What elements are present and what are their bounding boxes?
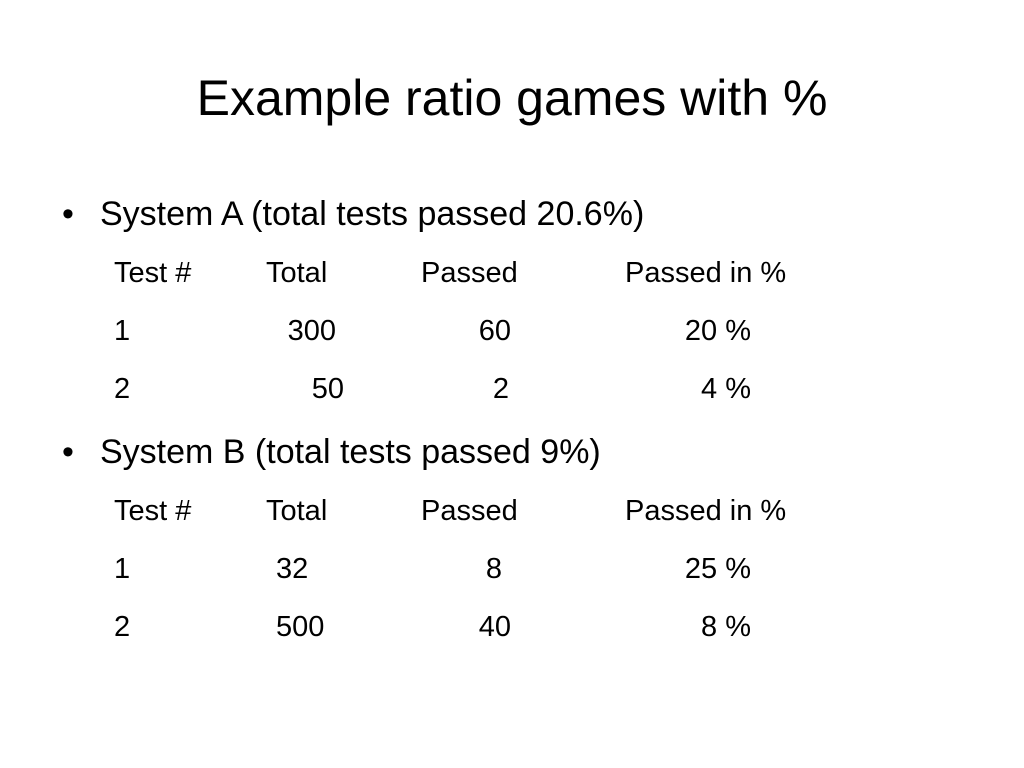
header-passed-percent: Passed in %: [625, 257, 787, 289]
cell-total: 300: [287, 315, 336, 347]
cell-total: 50: [311, 373, 344, 405]
bullet-icon: •: [62, 433, 74, 471]
header-passed: Passed: [421, 495, 518, 527]
header-passed-percent: Passed in %: [625, 495, 787, 527]
header-passed: Passed: [421, 257, 518, 289]
system-a-heading: System A (total tests passed 20.6%): [100, 195, 645, 233]
cell-passed-percent: 25 %: [684, 553, 751, 585]
header-test-number: Test #: [114, 257, 192, 289]
cell-total: 500: [276, 611, 325, 643]
cell-passed-percent: 8 %: [701, 611, 751, 643]
system-b-heading: System B (total tests passed 9%): [100, 433, 601, 471]
header-total: Total: [266, 495, 328, 527]
cell-passed-percent: 4 %: [701, 373, 751, 405]
cell-test-number: 1: [114, 315, 131, 347]
header-test-number: Test #: [114, 495, 192, 527]
cell-passed: 2: [492, 373, 509, 405]
header-total: Total: [266, 257, 328, 289]
slide-title: Example ratio games with %: [196, 70, 828, 126]
bullet-icon: •: [62, 195, 74, 233]
cell-passed: 60: [478, 315, 511, 347]
cell-passed: 40: [478, 611, 511, 643]
cell-test-number: 2: [114, 373, 131, 405]
cell-passed: 8: [485, 553, 502, 585]
cell-test-number: 1: [114, 553, 131, 585]
cell-passed-percent: 20 %: [684, 315, 751, 347]
cell-total: 32: [276, 553, 309, 585]
cell-test-number: 2: [114, 611, 131, 643]
